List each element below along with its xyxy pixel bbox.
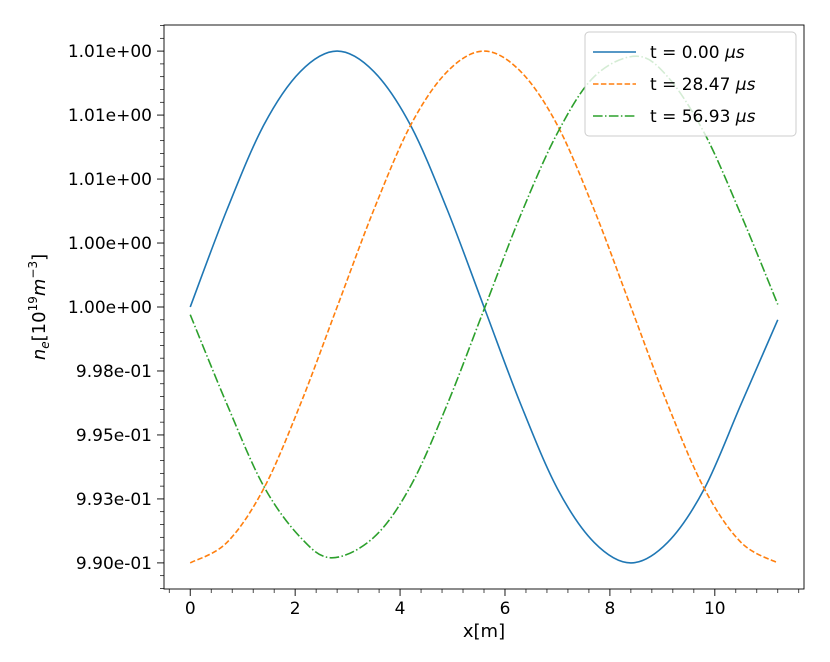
series-line-2 bbox=[189, 50, 779, 564]
legend-unit: μs bbox=[735, 107, 756, 127]
y-tick-label: 1.00e+00 bbox=[68, 298, 152, 318]
y-tick-label: 9.90e-01 bbox=[76, 554, 152, 574]
y-tick-label: 1.01e+00 bbox=[68, 170, 152, 190]
x-tick-label: 4 bbox=[395, 599, 406, 619]
legend: t = 0.00 μst = 28.47 μst = 56.93 μs bbox=[584, 31, 797, 137]
y-tick-label: 1.01e+00 bbox=[68, 106, 152, 126]
axis-ticks: 0 2 4 6 8 10 9.90e-01 9.93e-01 9.95e-01 9.98e-01 1… bbox=[68, 25, 800, 619]
y-axis-label: ne[1019m−3] bbox=[26, 254, 52, 360]
legend-label-2: t = 28.47 μs bbox=[650, 75, 756, 95]
x-axis-label: x[m] bbox=[463, 621, 505, 642]
y-tick-label: 1.01e+00 bbox=[68, 42, 152, 62]
y-tick-label: 9.93e-01 bbox=[76, 490, 152, 510]
x-tick-label: 6 bbox=[500, 599, 511, 619]
legend-name: t = 56.93 bbox=[650, 107, 736, 127]
y-tick-label: 9.98e-01 bbox=[76, 362, 152, 382]
y-label-bracket-close: ] bbox=[29, 254, 50, 261]
x-tick-label: 8 bbox=[604, 599, 615, 619]
series-line-1 bbox=[189, 50, 779, 564]
y-tick-label: 1.00e+00 bbox=[68, 234, 152, 254]
legend-name: t = 28.47 bbox=[650, 75, 736, 95]
x-tick-label: 0 bbox=[185, 599, 196, 619]
legend-items: t = 0.00 μst = 28.47 μst = 56.93 μs bbox=[593, 43, 756, 127]
legend-label-3: t = 56.93 μs bbox=[650, 107, 756, 127]
y-tick-label: 9.95e-01 bbox=[76, 426, 152, 446]
legend-unit: μs bbox=[724, 43, 745, 63]
legend-box bbox=[584, 31, 797, 137]
x-tick-label: 10 bbox=[704, 599, 726, 619]
y-label-base: n bbox=[29, 349, 50, 360]
y-label-bracket-open: [10 bbox=[29, 311, 50, 341]
legend-label-1: t = 0.00 μs bbox=[650, 43, 745, 63]
y-label-unit: m bbox=[29, 279, 50, 297]
y-label-sub: e bbox=[38, 341, 52, 348]
y-label-exp1: 19 bbox=[26, 296, 40, 311]
y-label-exp2: −3 bbox=[26, 261, 40, 279]
x-tick-label: 2 bbox=[290, 599, 301, 619]
legend-unit: μs bbox=[735, 75, 756, 95]
legend-name: t = 0.00 bbox=[650, 43, 725, 63]
